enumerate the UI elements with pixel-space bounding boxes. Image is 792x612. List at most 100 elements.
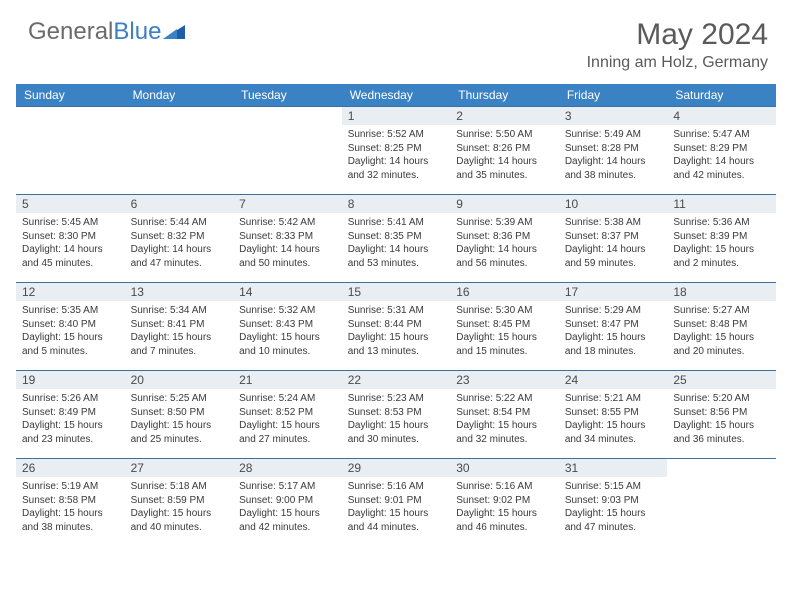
calendar-empty [16,107,125,195]
calendar-row: 1Sunrise: 5:52 AMSunset: 8:25 PMDaylight… [16,107,776,195]
calendar-day: 2Sunrise: 5:50 AMSunset: 8:26 PMDaylight… [450,107,559,195]
day-number: 3 [559,107,668,125]
day-content: Sunrise: 5:38 AMSunset: 8:37 PMDaylight:… [559,213,668,274]
weekday-row: SundayMondayTuesdayWednesdayThursdayFrid… [16,84,776,107]
calendar-day: 18Sunrise: 5:27 AMSunset: 8:48 PMDayligh… [667,283,776,371]
calendar-day: 14Sunrise: 5:32 AMSunset: 8:43 PMDayligh… [233,283,342,371]
day-number: 17 [559,283,668,301]
calendar-day: 3Sunrise: 5:49 AMSunset: 8:28 PMDaylight… [559,107,668,195]
day-number: 4 [667,107,776,125]
calendar-day: 29Sunrise: 5:16 AMSunset: 9:01 PMDayligh… [342,459,451,547]
day-content: Sunrise: 5:25 AMSunset: 8:50 PMDaylight:… [125,389,234,450]
calendar-day: 7Sunrise: 5:42 AMSunset: 8:33 PMDaylight… [233,195,342,283]
calendar-day: 4Sunrise: 5:47 AMSunset: 8:29 PMDaylight… [667,107,776,195]
brand-part1: General [28,18,113,46]
calendar-day: 24Sunrise: 5:21 AMSunset: 8:55 PMDayligh… [559,371,668,459]
day-content: Sunrise: 5:47 AMSunset: 8:29 PMDaylight:… [667,125,776,186]
day-number: 21 [233,371,342,389]
day-content: Sunrise: 5:21 AMSunset: 8:55 PMDaylight:… [559,389,668,450]
calendar-day: 20Sunrise: 5:25 AMSunset: 8:50 PMDayligh… [125,371,234,459]
day-content: Sunrise: 5:45 AMSunset: 8:30 PMDaylight:… [16,213,125,274]
calendar-day: 19Sunrise: 5:26 AMSunset: 8:49 PMDayligh… [16,371,125,459]
day-content: Sunrise: 5:17 AMSunset: 9:00 PMDaylight:… [233,477,342,538]
calendar-day: 27Sunrise: 5:18 AMSunset: 8:59 PMDayligh… [125,459,234,547]
day-number: 10 [559,195,668,213]
weekday-header: Monday [125,84,234,107]
day-content: Sunrise: 5:31 AMSunset: 8:44 PMDaylight:… [342,301,451,362]
calendar-day: 13Sunrise: 5:34 AMSunset: 8:41 PMDayligh… [125,283,234,371]
day-content: Sunrise: 5:16 AMSunset: 9:01 PMDaylight:… [342,477,451,538]
day-content: Sunrise: 5:29 AMSunset: 8:47 PMDaylight:… [559,301,668,362]
calendar-day: 6Sunrise: 5:44 AMSunset: 8:32 PMDaylight… [125,195,234,283]
day-content: Sunrise: 5:35 AMSunset: 8:40 PMDaylight:… [16,301,125,362]
day-number: 31 [559,459,668,477]
calendar-thead: SundayMondayTuesdayWednesdayThursdayFrid… [16,84,776,107]
calendar-row: 26Sunrise: 5:19 AMSunset: 8:58 PMDayligh… [16,459,776,547]
day-content: Sunrise: 5:52 AMSunset: 8:25 PMDaylight:… [342,125,451,186]
page-header: GeneralBlue May 2024 Inning am Holz, Ger… [0,0,792,78]
day-number: 13 [125,283,234,301]
day-number: 27 [125,459,234,477]
brand-logo: GeneralBlue [28,18,185,46]
calendar-day: 31Sunrise: 5:15 AMSunset: 9:03 PMDayligh… [559,459,668,547]
day-number: 9 [450,195,559,213]
title-block: May 2024 Inning am Holz, Germany [587,18,768,72]
calendar-day: 8Sunrise: 5:41 AMSunset: 8:35 PMDaylight… [342,195,451,283]
day-content: Sunrise: 5:39 AMSunset: 8:36 PMDaylight:… [450,213,559,274]
day-number: 11 [667,195,776,213]
day-number: 20 [125,371,234,389]
calendar-day: 22Sunrise: 5:23 AMSunset: 8:53 PMDayligh… [342,371,451,459]
day-content: Sunrise: 5:18 AMSunset: 8:59 PMDaylight:… [125,477,234,538]
day-content: Sunrise: 5:36 AMSunset: 8:39 PMDaylight:… [667,213,776,274]
calendar-body: 1Sunrise: 5:52 AMSunset: 8:25 PMDaylight… [16,107,776,547]
day-number: 25 [667,371,776,389]
day-content: Sunrise: 5:15 AMSunset: 9:03 PMDaylight:… [559,477,668,538]
weekday-header: Thursday [450,84,559,107]
calendar-row: 5Sunrise: 5:45 AMSunset: 8:30 PMDaylight… [16,195,776,283]
day-number: 24 [559,371,668,389]
day-number: 19 [16,371,125,389]
calendar-day: 28Sunrise: 5:17 AMSunset: 9:00 PMDayligh… [233,459,342,547]
day-content: Sunrise: 5:41 AMSunset: 8:35 PMDaylight:… [342,213,451,274]
day-content: Sunrise: 5:23 AMSunset: 8:53 PMDaylight:… [342,389,451,450]
day-number: 5 [16,195,125,213]
calendar-empty [233,107,342,195]
calendar-day: 12Sunrise: 5:35 AMSunset: 8:40 PMDayligh… [16,283,125,371]
day-number: 28 [233,459,342,477]
weekday-header: Saturday [667,84,776,107]
day-number: 29 [342,459,451,477]
day-content: Sunrise: 5:50 AMSunset: 8:26 PMDaylight:… [450,125,559,186]
day-content: Sunrise: 5:34 AMSunset: 8:41 PMDaylight:… [125,301,234,362]
day-number: 23 [450,371,559,389]
day-number: 2 [450,107,559,125]
brand-triangle-icon [163,23,185,39]
day-number: 1 [342,107,451,125]
weekday-header: Wednesday [342,84,451,107]
day-content: Sunrise: 5:26 AMSunset: 8:49 PMDaylight:… [16,389,125,450]
calendar-day: 15Sunrise: 5:31 AMSunset: 8:44 PMDayligh… [342,283,451,371]
calendar-day: 11Sunrise: 5:36 AMSunset: 8:39 PMDayligh… [667,195,776,283]
day-number: 16 [450,283,559,301]
day-content: Sunrise: 5:16 AMSunset: 9:02 PMDaylight:… [450,477,559,538]
day-number: 30 [450,459,559,477]
day-number: 26 [16,459,125,477]
weekday-header: Sunday [16,84,125,107]
calendar-table: SundayMondayTuesdayWednesdayThursdayFrid… [16,84,776,547]
calendar-row: 12Sunrise: 5:35 AMSunset: 8:40 PMDayligh… [16,283,776,371]
day-content: Sunrise: 5:22 AMSunset: 8:54 PMDaylight:… [450,389,559,450]
brand-part2: Blue [113,18,161,46]
day-content: Sunrise: 5:49 AMSunset: 8:28 PMDaylight:… [559,125,668,186]
day-number: 14 [233,283,342,301]
calendar-day: 10Sunrise: 5:38 AMSunset: 8:37 PMDayligh… [559,195,668,283]
calendar-empty [125,107,234,195]
calendar-day: 1Sunrise: 5:52 AMSunset: 8:25 PMDaylight… [342,107,451,195]
day-number: 18 [667,283,776,301]
calendar-day: 9Sunrise: 5:39 AMSunset: 8:36 PMDaylight… [450,195,559,283]
day-content: Sunrise: 5:44 AMSunset: 8:32 PMDaylight:… [125,213,234,274]
calendar-empty [667,459,776,547]
day-content: Sunrise: 5:32 AMSunset: 8:43 PMDaylight:… [233,301,342,362]
calendar-day: 21Sunrise: 5:24 AMSunset: 8:52 PMDayligh… [233,371,342,459]
weekday-header: Friday [559,84,668,107]
calendar-day: 16Sunrise: 5:30 AMSunset: 8:45 PMDayligh… [450,283,559,371]
location-label: Inning am Holz, Germany [587,54,768,72]
